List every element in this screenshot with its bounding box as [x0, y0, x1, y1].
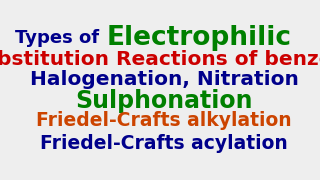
- Text: Friedel-Crafts acylation: Friedel-Crafts acylation: [40, 134, 288, 153]
- Text: Electrophilic: Electrophilic: [107, 25, 292, 51]
- Text: Halogenation, Nitration: Halogenation, Nitration: [29, 70, 299, 89]
- Text: Friedel-Crafts alkylation: Friedel-Crafts alkylation: [36, 111, 292, 130]
- Text: Sulphonation: Sulphonation: [75, 89, 253, 113]
- Text: Types of: Types of: [15, 29, 106, 47]
- Text: Substitution Reactions of benzene: Substitution Reactions of benzene: [0, 50, 320, 69]
